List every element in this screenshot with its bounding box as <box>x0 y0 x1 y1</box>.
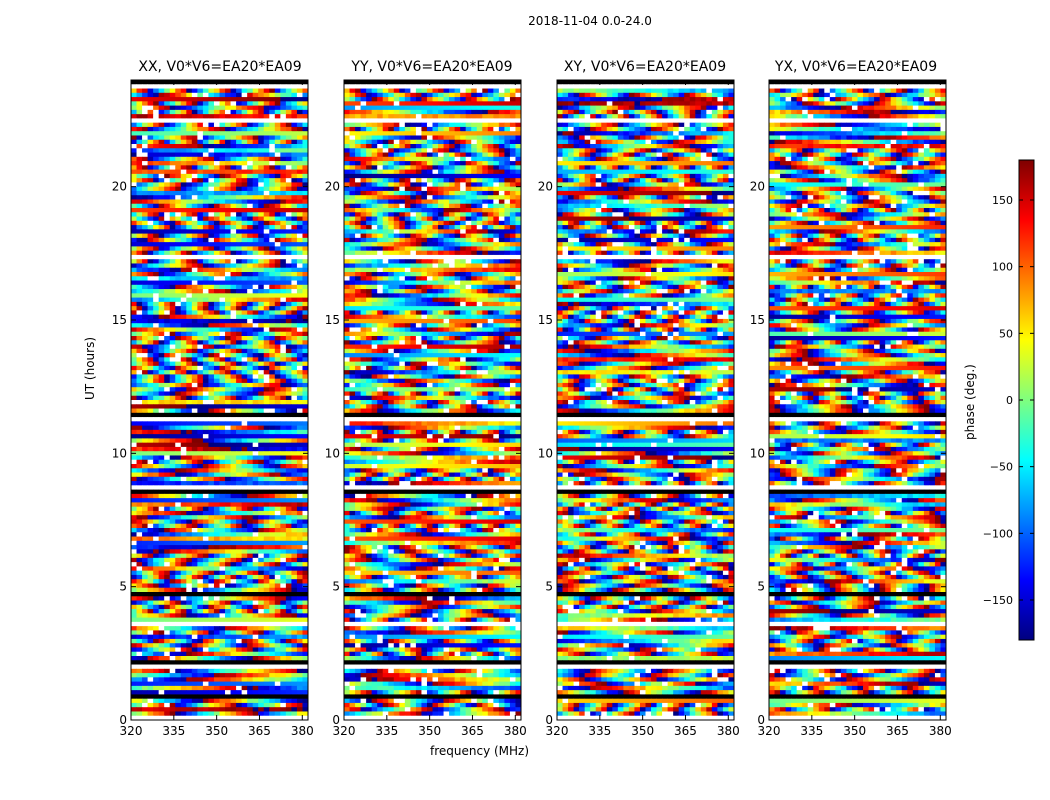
y-tick-label: 0 <box>119 713 127 727</box>
y-tick-label: 10 <box>325 446 340 460</box>
x-tick-label: 350 <box>631 724 654 738</box>
y-tick-label: 20 <box>750 180 765 194</box>
y-tick-label: 20 <box>325 180 340 194</box>
x-tick-label: 365 <box>248 724 271 738</box>
y-tick-label: 20 <box>538 180 553 194</box>
heatmap-cells <box>769 80 946 720</box>
x-tick-label: 335 <box>800 724 823 738</box>
x-tick-label: 380 <box>929 724 952 738</box>
y-tick-label: 0 <box>545 713 553 727</box>
colorbar-tick-label: 50 <box>999 327 1013 340</box>
x-tick-label: 365 <box>886 724 909 738</box>
x-tick-label: 350 <box>418 724 441 738</box>
colorbar-tick-label: 100 <box>992 261 1013 274</box>
x-tick-label: 380 <box>291 724 314 738</box>
colorbar-tick-label: −150 <box>983 594 1013 607</box>
x-tick-label: 335 <box>588 724 611 738</box>
x-tick-label: 335 <box>375 724 398 738</box>
x-tick-label: 335 <box>162 724 185 738</box>
x-tick-label: 350 <box>843 724 866 738</box>
y-tick-label: 5 <box>545 580 553 594</box>
y-tick-label: 5 <box>119 580 127 594</box>
y-tick-label: 10 <box>750 446 765 460</box>
y-tick-label: 20 <box>112 180 127 194</box>
y-tick-label: 5 <box>757 580 765 594</box>
heatmap-cells <box>344 80 521 720</box>
colorbar-tick-label: −50 <box>990 461 1013 474</box>
y-tick-label: 10 <box>538 446 553 460</box>
x-tick-label: 380 <box>717 724 740 738</box>
x-tick-label: 365 <box>461 724 484 738</box>
y-tick-label: 15 <box>325 313 340 327</box>
heatmap-cells <box>131 80 308 720</box>
colorbar-tick-label: 0 <box>1006 394 1013 407</box>
colorbar-tick-label: −100 <box>983 527 1013 540</box>
figure-canvas: 320 335 350 365 38005101520320 335 350 365 38005… <box>0 0 1050 800</box>
y-tick-label: 15 <box>112 313 127 327</box>
colorbar-tick-label: 150 <box>992 194 1013 207</box>
y-tick-label: 10 <box>112 446 127 460</box>
y-tick-label: 0 <box>332 713 340 727</box>
x-tick-label: 350 <box>205 724 228 738</box>
heatmap-cells <box>557 80 734 720</box>
x-tick-label: 380 <box>504 724 527 738</box>
y-tick-label: 15 <box>750 313 765 327</box>
y-tick-label: 15 <box>538 313 553 327</box>
x-tick-label: 365 <box>674 724 697 738</box>
y-tick-label: 5 <box>332 580 340 594</box>
y-tick-label: 0 <box>757 713 765 727</box>
